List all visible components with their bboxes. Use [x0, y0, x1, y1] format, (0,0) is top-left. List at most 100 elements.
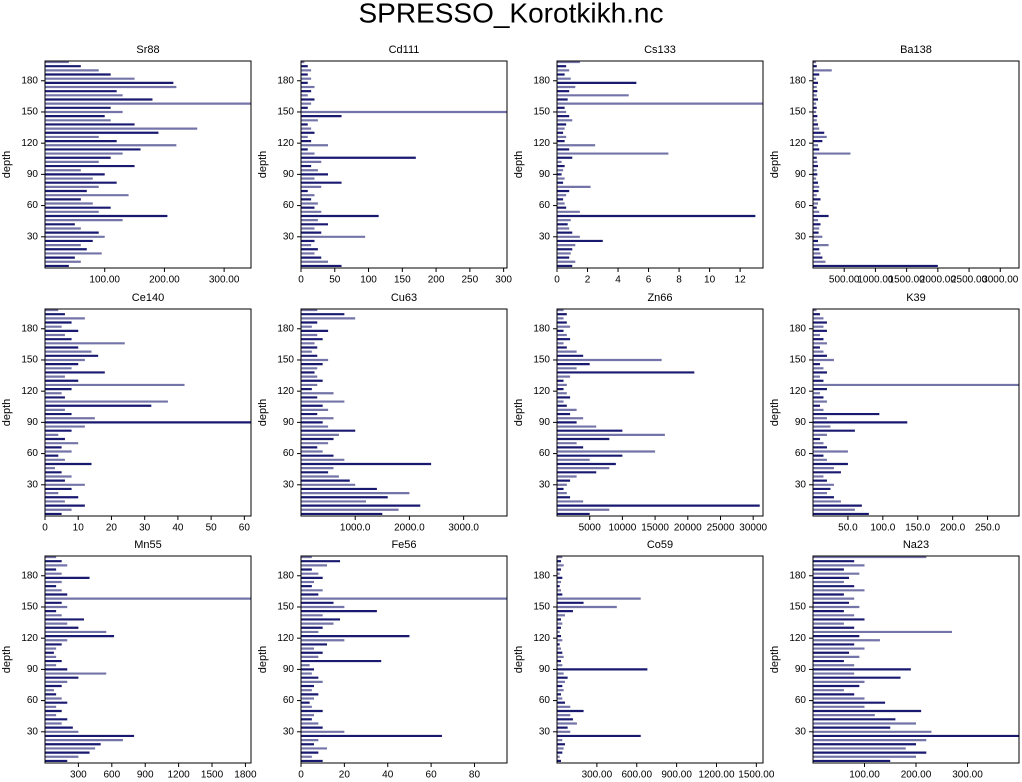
y-tick-label: 120 [789, 138, 806, 149]
x-tick-label: 0 [298, 770, 304, 781]
y-tick-label: 90 [283, 417, 295, 428]
y-axis-label: depth [1, 646, 13, 674]
panel-title: Mn55 [134, 539, 162, 551]
y-tick-label: 30 [27, 726, 39, 737]
y-tick-label: 60 [283, 200, 295, 211]
y-tick-label: 60 [539, 448, 551, 459]
x-tick-label: 5000 [579, 523, 602, 534]
y-tick-label: 180 [21, 75, 38, 86]
y-tick-label: 60 [795, 448, 807, 459]
plot-frame [44, 308, 252, 517]
x-tick-label: 50.0 [838, 523, 858, 534]
x-tick-label: 900.00 [661, 770, 692, 781]
x-tick-label: 3000.00 [982, 275, 1019, 286]
y-tick-label: 60 [27, 200, 39, 211]
x-tick-label: 100.00 [849, 770, 880, 781]
x-tick-label: 10 [73, 523, 85, 534]
y-tick-label: 120 [789, 633, 806, 644]
y-tick-label: 150 [789, 602, 806, 613]
y-tick-label: 30 [283, 726, 295, 737]
x-tick-label: 12 [735, 275, 747, 286]
y-tick-label: 180 [277, 570, 294, 581]
y-axis-label: depth [257, 399, 269, 427]
plot-frame [812, 60, 1020, 269]
y-tick-label: 180 [277, 323, 294, 334]
panel-title: Ba138 [900, 44, 932, 56]
plot-frame [44, 60, 252, 269]
y-tick-label: 30 [539, 726, 551, 737]
x-tick-label: 500.00 [829, 275, 860, 286]
x-tick-label: 1800 [234, 770, 257, 781]
x-tick-label: 40 [172, 523, 184, 534]
y-tick-label: 150 [533, 602, 550, 613]
y-tick-label: 120 [277, 386, 294, 397]
x-tick-label: 2000.00 [920, 275, 957, 286]
y-axis-label: depth [769, 151, 781, 179]
x-tick-label: 100 [360, 275, 377, 286]
y-tick-label: 60 [283, 695, 295, 706]
y-tick-label: 30 [283, 231, 295, 242]
y-tick-label: 60 [27, 448, 39, 459]
x-tick-label: 6 [646, 275, 652, 286]
panel-title: K39 [906, 292, 926, 304]
panel-title: Na23 [903, 539, 929, 551]
y-tick-label: 180 [21, 323, 38, 334]
x-tick-label: 10000 [608, 523, 636, 534]
x-tick-label: 2 [585, 275, 591, 286]
x-tick-label: 60 [426, 770, 438, 781]
x-tick-label: 20000 [674, 523, 702, 534]
x-tick-label: 300 [70, 770, 87, 781]
x-tick-label: 1200.00 [698, 770, 735, 781]
x-tick-label: 300.00 [582, 770, 613, 781]
x-tick-label: 8 [676, 275, 682, 286]
x-tick-label: 200.00 [901, 770, 932, 781]
panel-title: Ce140 [132, 292, 164, 304]
x-tick-label: 600.00 [621, 770, 652, 781]
x-tick-label: 60 [239, 523, 251, 534]
x-tick-label: 0 [42, 523, 48, 534]
y-tick-label: 60 [283, 448, 295, 459]
x-tick-label: 20 [339, 770, 351, 781]
plot-frame [556, 555, 764, 764]
y-axis-label: depth [257, 646, 269, 674]
x-tick-label: 30 [139, 523, 151, 534]
y-tick-label: 120 [533, 386, 550, 397]
y-tick-label: 120 [21, 386, 38, 397]
x-tick-label: 40 [382, 770, 394, 781]
y-tick-label: 90 [795, 664, 807, 675]
x-tick-label: 50 [329, 275, 341, 286]
y-tick-label: 30 [539, 479, 551, 490]
y-tick-label: 30 [27, 231, 39, 242]
y-tick-label: 90 [283, 664, 295, 675]
x-tick-label: 15000 [641, 523, 669, 534]
x-tick-label: 200.0 [940, 523, 965, 534]
y-tick-label: 180 [789, 75, 806, 86]
plot-frame [812, 555, 1020, 764]
x-tick-label: 20 [106, 523, 118, 534]
x-tick-label: 300 [495, 275, 512, 286]
x-tick-label: 80 [469, 770, 481, 781]
x-tick-label: 2500.00 [951, 275, 988, 286]
y-tick-label: 150 [789, 355, 806, 366]
x-tick-label: 1200 [167, 770, 190, 781]
x-tick-label: 600 [103, 770, 120, 781]
x-tick-label: 10 [704, 275, 716, 286]
y-tick-label: 150 [277, 355, 294, 366]
y-tick-label: 180 [533, 323, 550, 334]
x-tick-label: 300.00 [209, 275, 240, 286]
y-tick-label: 90 [795, 169, 807, 180]
x-tick-label: 1500.00 [738, 770, 775, 781]
plot-frame [300, 555, 508, 764]
y-tick-label: 150 [277, 602, 294, 613]
y-axis-label: depth [769, 646, 781, 674]
y-axis-label: depth [1, 399, 13, 427]
y-tick-label: 90 [283, 169, 295, 180]
y-tick-label: 60 [27, 695, 39, 706]
x-tick-label: 1000.0 [340, 523, 371, 534]
y-tick-label: 180 [533, 570, 550, 581]
x-tick-label: 30000 [739, 523, 767, 534]
plot-frame [44, 555, 252, 764]
y-tick-label: 60 [795, 695, 807, 706]
panel-title: Sr88 [136, 44, 159, 56]
y-tick-label: 180 [789, 323, 806, 334]
